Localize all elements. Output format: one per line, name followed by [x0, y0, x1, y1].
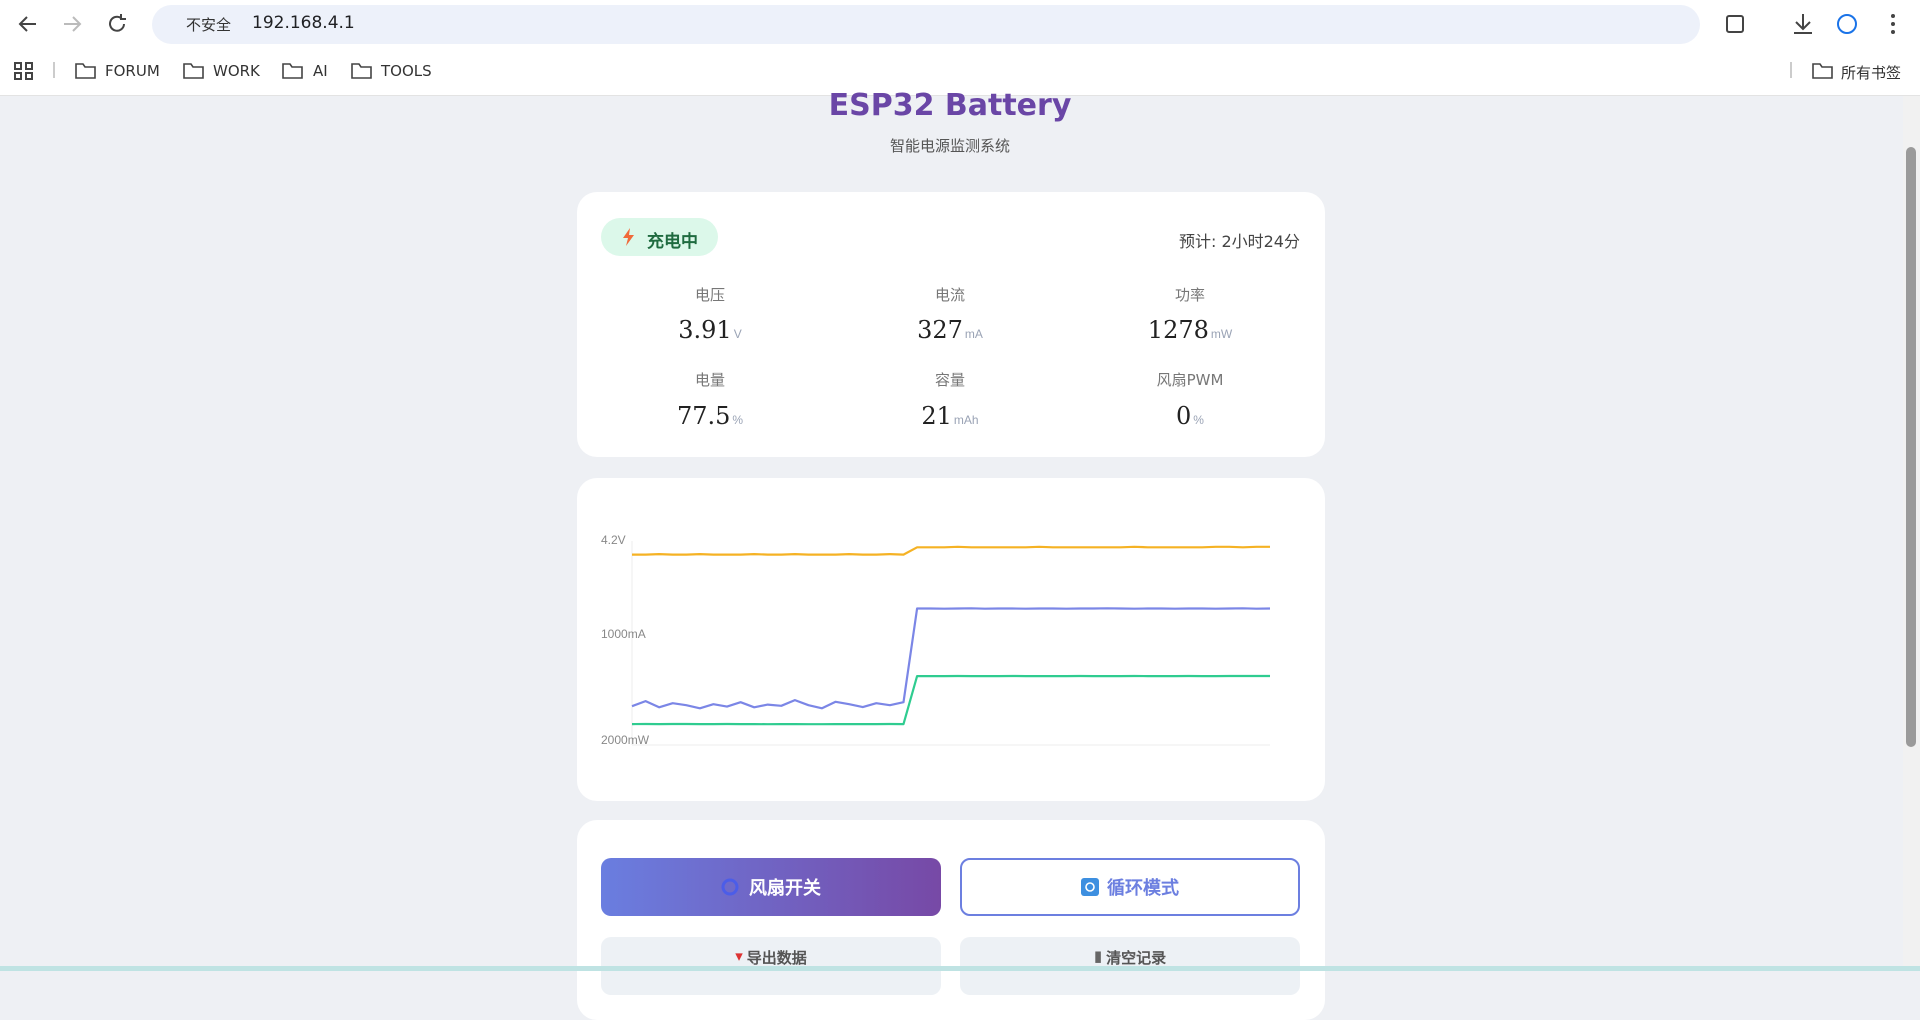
- metric-value-box: 21 mAh: [830, 402, 1070, 430]
- metric-value: 0: [1176, 402, 1192, 430]
- page-subtitle: 智能电源监测系统: [889, 137, 1010, 155]
- apps[interactable]: [14, 62, 33, 80]
- bookmark[interactable]: AI: [313, 62, 328, 80]
- metric-unit: %: [1193, 413, 1204, 427]
- profile[interactable]: [1837, 14, 1857, 34]
- axis-label: 2000mW: [601, 733, 650, 747]
- metric-label: 功率: [1174, 286, 1205, 304]
- metric-value-box: 0%: [1070, 402, 1310, 430]
- metric-unit: mW: [1210, 327, 1233, 341]
- status-text: 充电中: [647, 232, 698, 252]
- url[interactable]: 192.168.4.1: [252, 13, 355, 33]
- metric-value-box: 1278 mW: [1070, 316, 1310, 344]
- cycle-mode-button[interactable]: 循环模式: [960, 858, 1300, 916]
- metric-value: 3.91: [678, 316, 732, 344]
- metric-unit: V: [733, 327, 742, 341]
- page-title: ESP32 Battery: [828, 88, 1072, 123]
- metric-value: 1278: [1147, 316, 1209, 344]
- button-label: 清空记录: [1106, 949, 1167, 967]
- browser-toolbar: 不安全 192.168.4.1 FORUM WORK AI TOOLS 所有书签: [0, 0, 1920, 96]
- fan-toggle-button[interactable]: 风扇开关: [601, 858, 941, 916]
- extensions[interactable]: [1726, 15, 1744, 33]
- status-badge: [601, 218, 718, 256]
- metric-unit: mAh: [953, 413, 979, 427]
- metric-value: 77.5: [676, 402, 731, 430]
- chart: 4.2V 1000mA 2000mW: [601, 533, 1271, 747]
- bookmark[interactable]: WORK: [213, 62, 260, 80]
- metric-value: 21: [921, 402, 952, 430]
- forward-button[interactable]: [64, 16, 82, 32]
- series-line: [632, 545, 1270, 556]
- metric-label: 电压: [694, 286, 725, 304]
- estimate: 预计: 2小时24分: [1178, 232, 1300, 251]
- bookmark[interactable]: TOOLS: [381, 62, 432, 80]
- metric-value-box: 327 mA: [830, 316, 1070, 344]
- bookmark[interactable]: FORUM: [105, 62, 160, 80]
- fan-icon: [721, 878, 739, 896]
- export-icon: ▾: [735, 947, 743, 965]
- metric-label: 电流: [934, 286, 965, 304]
- metric-label: 容量: [934, 371, 965, 389]
- metric-unit: mA: [964, 327, 983, 341]
- button-label: 风扇开关: [749, 878, 821, 899]
- chart-card: [577, 478, 1325, 801]
- metric-unit: %: [732, 413, 744, 427]
- metric-value-box: 3.91 V: [590, 316, 830, 344]
- button-label: 导出数据: [746, 949, 807, 967]
- downloads[interactable]: [1794, 14, 1812, 34]
- trash-icon: ▮: [1093, 947, 1103, 965]
- scrollbar-thumb[interactable]: [1906, 147, 1916, 747]
- back-button[interactable]: [18, 16, 36, 32]
- axis-label: 1000mA: [601, 627, 646, 641]
- metric-label: 风扇PWM: [1156, 371, 1224, 389]
- button-label: 循环模式: [1107, 878, 1179, 899]
- security-label[interactable]: 不安全: [186, 16, 232, 34]
- metric-label: 电量: [694, 371, 725, 389]
- metric-value: 327: [917, 316, 963, 344]
- cycle-icon: [1081, 878, 1099, 896]
- series-line: [631, 674, 1270, 726]
- reload-button[interactable]: [109, 14, 126, 32]
- bottom-edge: [0, 966, 1920, 971]
- series-line: [631, 607, 1271, 710]
- axis-label: 4.2V: [601, 533, 626, 547]
- bolt-icon: [623, 228, 634, 246]
- address-bar[interactable]: [152, 5, 1700, 44]
- all-bookmarks[interactable]: 所有书签: [1841, 64, 1902, 82]
- metric-value-box: 77.5%: [590, 402, 830, 430]
